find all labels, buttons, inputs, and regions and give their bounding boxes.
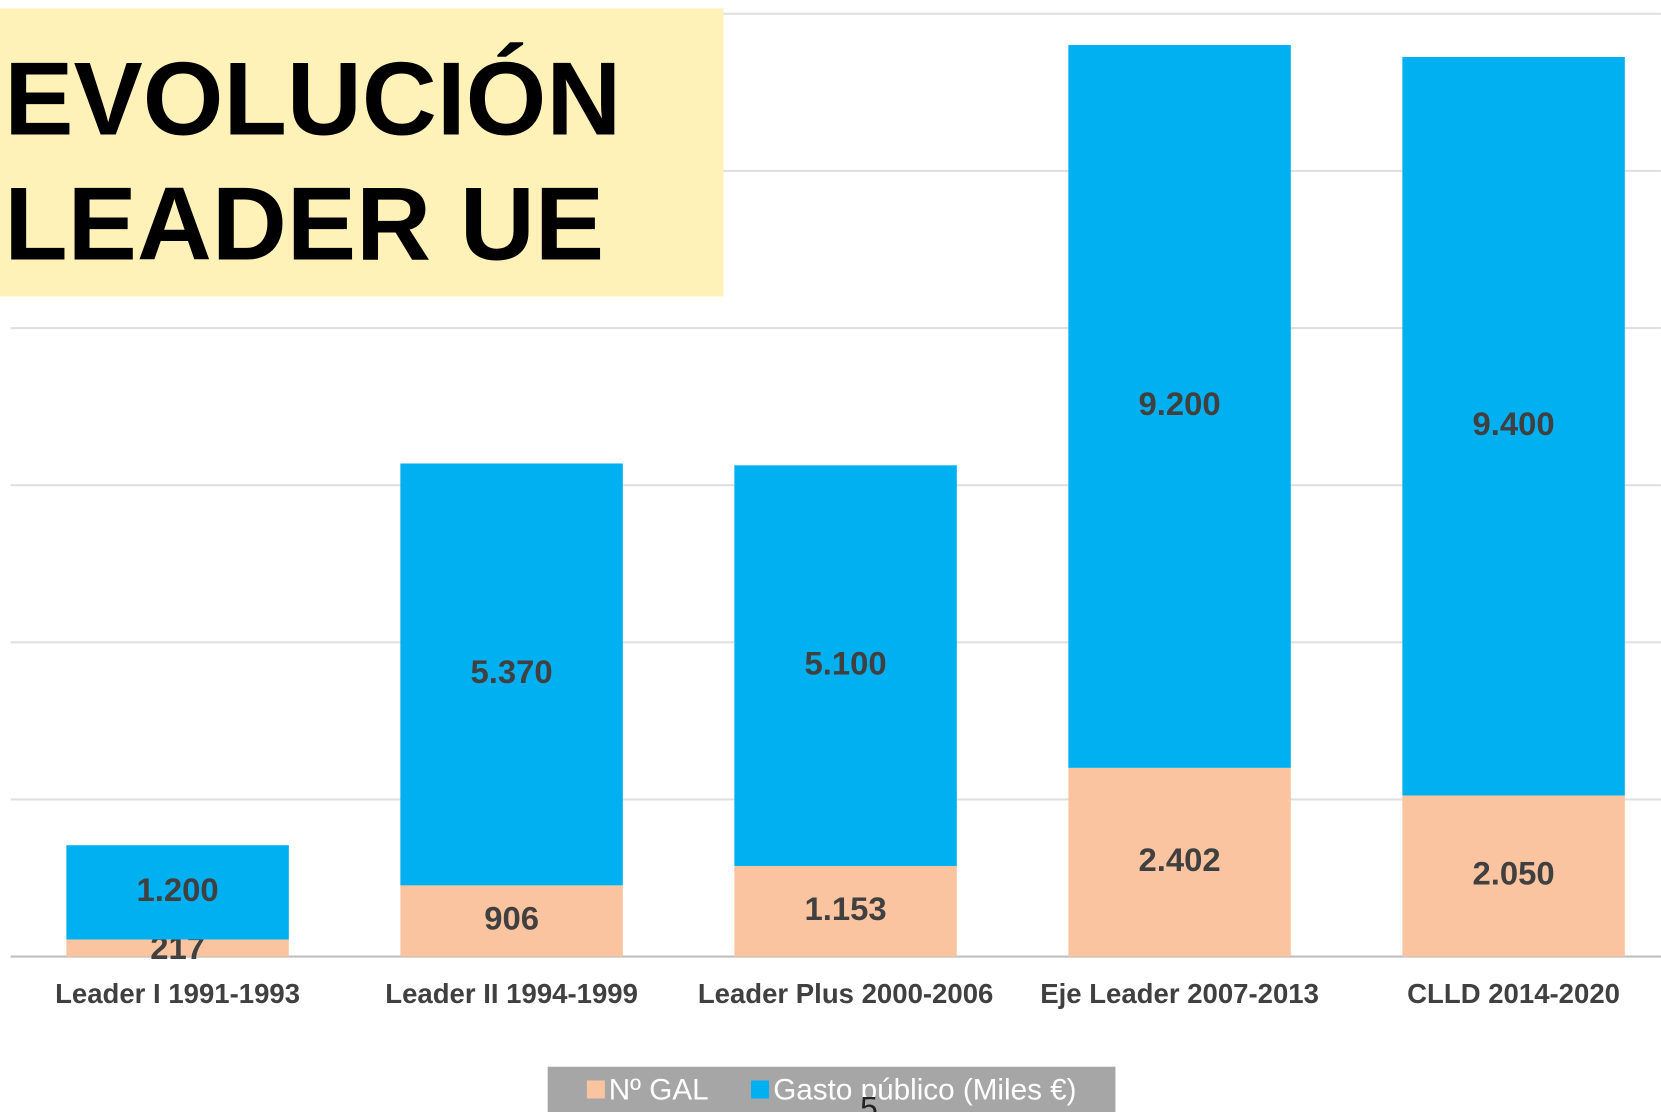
x-tick-label: Leader II 1994-1999: [385, 977, 638, 1010]
data-label: 1.200: [137, 871, 219, 908]
data-label: 2.402: [1139, 841, 1221, 878]
data-label: 2.050: [1473, 855, 1555, 892]
legend-swatch: [586, 1080, 605, 1099]
title-box: EVOLUCIÓN LEADER UE: [0, 8, 724, 297]
data-label: 9.200: [1139, 385, 1221, 422]
x-tick-label: Eje Leader 2007-2013: [1040, 977, 1319, 1010]
bar-segment: [734, 465, 957, 866]
data-label: 5.370: [471, 653, 553, 690]
x-tick-label: Leader I 1991-1993: [55, 977, 301, 1010]
x-tick-label: Leader Plus 2000-2006: [697, 977, 994, 1010]
bar-segment: [1402, 56, 1625, 796]
chart-title: EVOLUCIÓN LEADER UE: [4, 40, 622, 282]
bar-segment: [400, 885, 623, 957]
legend-label: Nº GAL: [608, 1072, 709, 1106]
bar-segment: [1068, 45, 1291, 768]
x-tick-label: CLLD 2014-2020: [1407, 977, 1620, 1010]
bar-segment: [400, 463, 623, 886]
data-label: 1.153: [805, 890, 887, 927]
page-number: 5: [860, 1091, 878, 1112]
bar-segment: [1068, 767, 1291, 957]
legend-swatch: [750, 1080, 770, 1099]
data-label: 5.100: [805, 644, 887, 681]
bar-segment: [66, 845, 289, 940]
bar-segment: [1402, 795, 1625, 957]
legend-item: Gasto público (Miles €): [750, 1072, 1077, 1107]
data-label: 9.400: [1473, 405, 1555, 442]
legend-item: Nº GAL: [586, 1072, 709, 1107]
bar-segment: [66, 939, 289, 957]
bar-segment: [734, 865, 957, 957]
legend: Nº GAL Gasto público (Miles €): [547, 1066, 1116, 1112]
data-label: 906: [484, 900, 539, 937]
legend-label: Gasto público (Miles €): [773, 1072, 1077, 1106]
